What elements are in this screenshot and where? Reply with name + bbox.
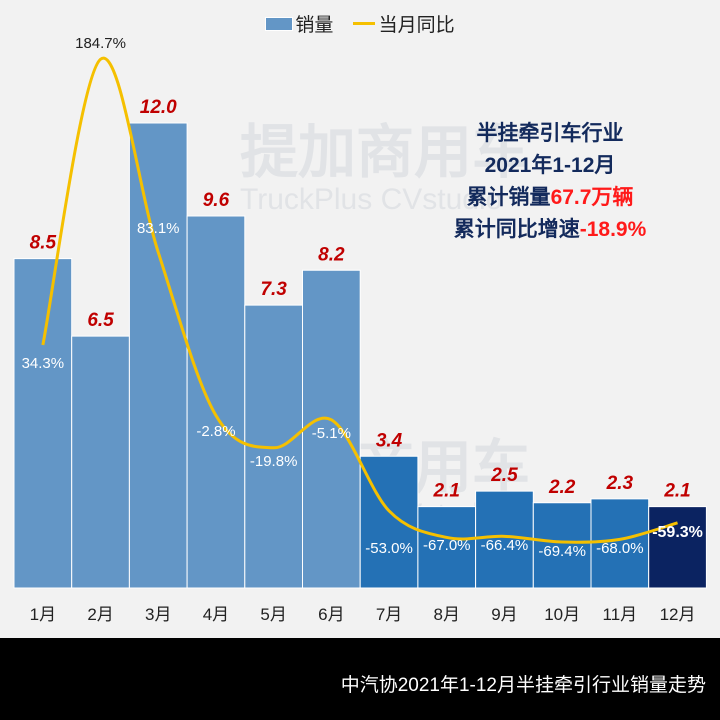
bar-4 <box>186 215 246 589</box>
x-tick-label: 11月 <box>603 605 638 624</box>
yoy-label: -2.8% <box>196 423 235 440</box>
bar-10 <box>532 502 592 589</box>
footer-caption: 中汽协2021年1-12月半挂牵引行业销量走势 <box>340 675 706 696</box>
x-tick-label: 4月 <box>203 605 229 624</box>
yoy-label: -69.4% <box>538 543 586 560</box>
yoy-label: -67.0% <box>423 537 471 554</box>
yoy-label: 83.1% <box>137 220 180 237</box>
bar-3 <box>128 122 188 589</box>
bar-value-label: 9.6 <box>203 190 230 211</box>
yoy-line <box>41 56 678 544</box>
annotation-growth-value: -18.9% <box>579 218 647 241</box>
x-tick-label: 10月 <box>544 605 580 624</box>
x-tick-label: 3月 <box>145 605 171 624</box>
x-tick-label: 12月 <box>660 605 696 624</box>
legend: 销量 当月同比 <box>0 10 720 37</box>
yoy-label: -59.3% <box>652 524 703 541</box>
chart: 8.5 1月 6.5 2月 12.0 3月 9.6 4月 7.3 5月 8.2 6月 3.4 7月 2.1 8… <box>13 35 707 624</box>
x-tick-label: 9月 <box>491 605 517 624</box>
annotation-sales-value: 67.7万辆 <box>550 186 634 209</box>
x-tick-label: 7月 <box>376 605 402 624</box>
yoy-label: 34.3% <box>22 355 65 372</box>
yoy-label: -68.0% <box>596 540 644 557</box>
yoy-label: 184.7% <box>75 35 126 52</box>
footer-banner: 中汽协2021年1-12月半挂牵引行业销量走势 <box>0 638 720 720</box>
bar-value-label: 3.4 <box>376 430 403 451</box>
annotation-period: 2021年1-12月 <box>484 154 616 177</box>
x-tick-label: 2月 <box>87 605 113 624</box>
annotation-growth-label: 累计同比增速 <box>453 218 580 241</box>
legend-line-swatch <box>352 22 375 25</box>
x-tick-label: 8月 <box>434 605 460 624</box>
yoy-label: -66.4% <box>481 537 529 554</box>
x-tick-label: 5月 <box>260 605 286 624</box>
summary-annotation: 半挂牵引车行业 2021年1-12月 累计销量67.7万辆 累计同比增速-18.… <box>420 118 680 246</box>
x-tick-label: 1月 <box>30 605 56 624</box>
bar-value-label: 8.2 <box>318 244 345 265</box>
yoy-label: -53.0% <box>365 540 413 557</box>
yoy-label: -5.1% <box>312 425 351 442</box>
bar-value-label: 2.5 <box>490 465 518 486</box>
bar-12 <box>648 506 707 589</box>
bar-11 <box>590 498 650 589</box>
annotation-sales-label: 累计销量 <box>466 186 551 209</box>
yoy-label: -19.8% <box>250 453 298 470</box>
bar-value-label: 8.5 <box>30 233 57 254</box>
bar-value-label: 12.0 <box>140 97 177 118</box>
bar-8 <box>417 506 477 589</box>
x-tick-label: 6月 <box>318 605 344 624</box>
annotation-title: 半挂牵引车行业 <box>476 122 624 145</box>
legend-line-label: 当月同比 <box>378 15 455 36</box>
bar-6 <box>302 269 361 589</box>
bar-value-label: 2.2 <box>548 477 576 498</box>
bar-value-label: 6.5 <box>87 310 114 331</box>
legend-bar-label: 销量 <box>295 15 334 36</box>
bar-2 <box>71 335 130 589</box>
bar-value-label: 2.3 <box>606 473 634 494</box>
bar-1 <box>13 258 73 589</box>
bar-value-label: 7.3 <box>260 279 287 300</box>
bar-value-label: 2.1 <box>433 481 460 502</box>
bar-value-label: 2.1 <box>663 481 690 502</box>
legend-bar-swatch <box>265 16 294 31</box>
